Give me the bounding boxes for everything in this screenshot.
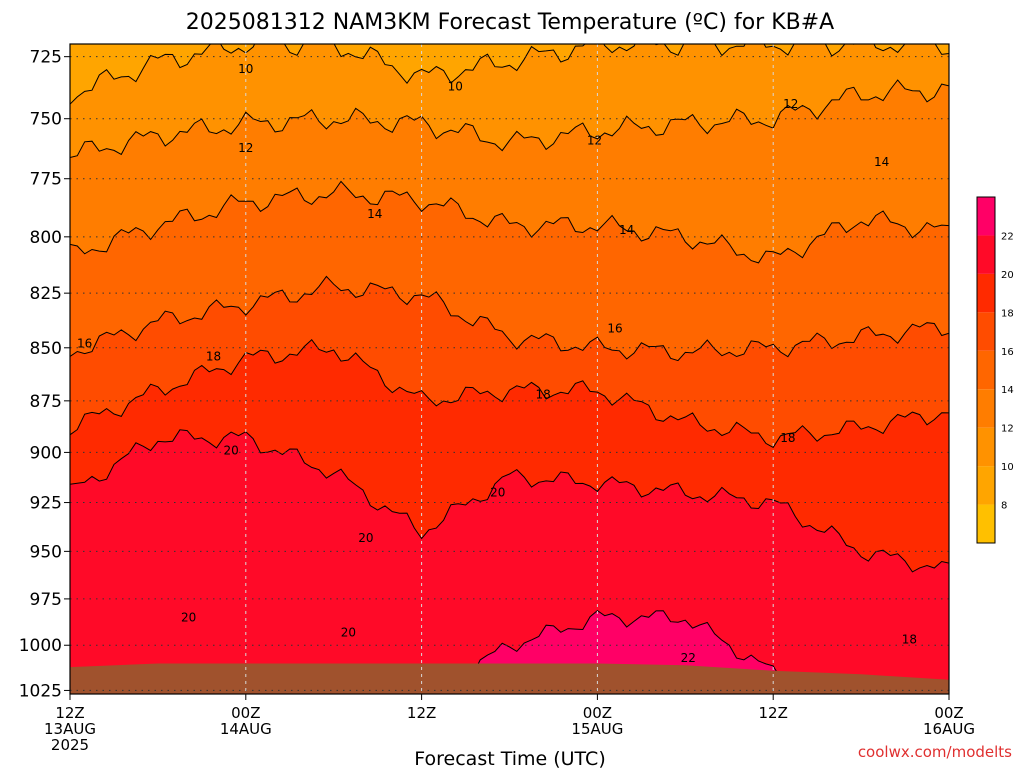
x-axis-title: Forecast Time (UTC) bbox=[414, 748, 605, 768]
isotherm-18 bbox=[70, 338, 949, 449]
y-tick-label-950: 950 bbox=[30, 542, 62, 562]
y-tick-label-750: 750 bbox=[30, 110, 62, 130]
y-tick-label-1025: 1025 bbox=[19, 681, 62, 701]
terrain-below-ground bbox=[70, 663, 949, 694]
contour-label-10: 10 bbox=[238, 62, 253, 76]
y-tick-label-925: 925 bbox=[30, 494, 62, 514]
colorbar-swatch-20 bbox=[977, 235, 995, 274]
contour-label-12: 12 bbox=[587, 134, 602, 148]
x-tick-label-60-1: 16AUG bbox=[923, 720, 975, 738]
x-tick-label-0-1: 13AUG bbox=[44, 720, 96, 738]
contour-label-10: 10 bbox=[448, 80, 463, 94]
y-tick-label-800: 800 bbox=[30, 228, 62, 248]
colorbar-label-14: 14 bbox=[1001, 385, 1014, 396]
contour-label-20: 20 bbox=[358, 531, 373, 545]
band-20-22 bbox=[70, 429, 949, 694]
colorbar-label-20: 20 bbox=[1001, 270, 1014, 281]
isotherm-20 bbox=[70, 429, 949, 573]
contour-label-12: 12 bbox=[783, 97, 798, 111]
x-tick-label-60-0: 00Z bbox=[934, 704, 963, 722]
y-tick-label-850: 850 bbox=[30, 339, 62, 359]
x-tick-label-36-1: 15AUG bbox=[571, 720, 623, 738]
contour-label-20: 20 bbox=[224, 443, 239, 457]
colorbar-label-18: 18 bbox=[1001, 308, 1014, 319]
credit-text: coolwx.com/modelts bbox=[858, 743, 1012, 761]
contour-label-16: 16 bbox=[607, 321, 622, 335]
isotherm-10 bbox=[70, 44, 949, 105]
contour-label-12: 12 bbox=[238, 141, 253, 155]
contour-label-14: 14 bbox=[619, 223, 634, 237]
colorbar-swatch-14 bbox=[977, 350, 995, 390]
y-tick-label-775: 775 bbox=[30, 170, 62, 190]
temperature-bands bbox=[70, 44, 949, 694]
chart-title: 2025081312 NAM3KM Forecast Temperature (… bbox=[186, 10, 834, 35]
y-tick-label-900: 900 bbox=[30, 443, 62, 463]
contour-label-18: 18 bbox=[780, 431, 795, 445]
isotherm-14 bbox=[70, 180, 949, 264]
contour-label-16: 16 bbox=[77, 336, 92, 350]
isotherm-12 bbox=[70, 79, 949, 158]
x-tick-label-0-0: 12Z bbox=[55, 704, 84, 722]
plot-area: 10 10 12 12 12 14 14 14 16 16 18 18 18 20 20 20 20 20 22 18 bbox=[69, 43, 950, 695]
colorbar-swatch-8 bbox=[977, 466, 995, 505]
colorbar-label-8: 8 bbox=[1001, 501, 1007, 512]
x-tick-label-48-0: 12Z bbox=[759, 704, 788, 722]
contour-label-14: 14 bbox=[874, 155, 889, 169]
colorbar-frame bbox=[976, 196, 996, 544]
colorbar-label-22: 22 bbox=[1001, 231, 1014, 242]
colorbar-swatch-16 bbox=[977, 312, 995, 351]
y-axis: 725 750 775 800 825 850 875 900 925 950 975 1000 102… bbox=[19, 48, 70, 701]
colorbar-swatch-6 bbox=[977, 504, 995, 543]
colorbar-swatch-18 bbox=[977, 273, 995, 313]
colorbar-label-16: 16 bbox=[1001, 347, 1014, 358]
y-tick-label-875: 875 bbox=[30, 392, 62, 412]
colorbar-label-10: 10 bbox=[1001, 462, 1014, 473]
colorbar-legend: 8 10 12 14 16 18 20 22 bbox=[976, 196, 1014, 544]
contour-label-22: 22 bbox=[681, 651, 696, 665]
contour-label-20: 20 bbox=[490, 486, 505, 500]
y-tick-label-1000: 1000 bbox=[19, 636, 62, 656]
contour-label-18: 18 bbox=[902, 633, 917, 647]
contour-label-20: 20 bbox=[181, 611, 196, 625]
x-tick-label-36-0: 00Z bbox=[583, 704, 612, 722]
grid-lines bbox=[70, 44, 949, 694]
y-tick-label-975: 975 bbox=[30, 590, 62, 610]
colorbar-swatch-22 bbox=[977, 197, 995, 236]
plot-frame bbox=[69, 43, 950, 695]
contour-label-20: 20 bbox=[341, 625, 356, 639]
surface-terrain bbox=[70, 663, 949, 694]
x-tick-label-24-0: 12Z bbox=[407, 704, 436, 722]
contour-labels: 10 10 12 12 12 14 14 14 16 16 18 18 18 20 20 20 20 20 22 18 bbox=[77, 62, 917, 665]
contour-label-14: 14 bbox=[367, 207, 382, 221]
y-tick-label-825: 825 bbox=[30, 284, 62, 304]
x-tick-label-0-2: 2025 bbox=[51, 736, 89, 754]
y-tick-label-725: 725 bbox=[30, 48, 62, 68]
x-tick-label-12-0: 00Z bbox=[231, 704, 260, 722]
colorbar-swatch-12 bbox=[977, 389, 995, 428]
isotherm-16 bbox=[70, 275, 949, 362]
isotherm-lines bbox=[70, 44, 949, 694]
contour-label-18: 18 bbox=[206, 349, 221, 363]
contour-label-18: 18 bbox=[536, 388, 551, 402]
x-tick-label-12-1: 14AUG bbox=[220, 720, 272, 738]
colorbar-swatch-10 bbox=[977, 427, 995, 467]
colorbar-label-12: 12 bbox=[1001, 424, 1014, 435]
